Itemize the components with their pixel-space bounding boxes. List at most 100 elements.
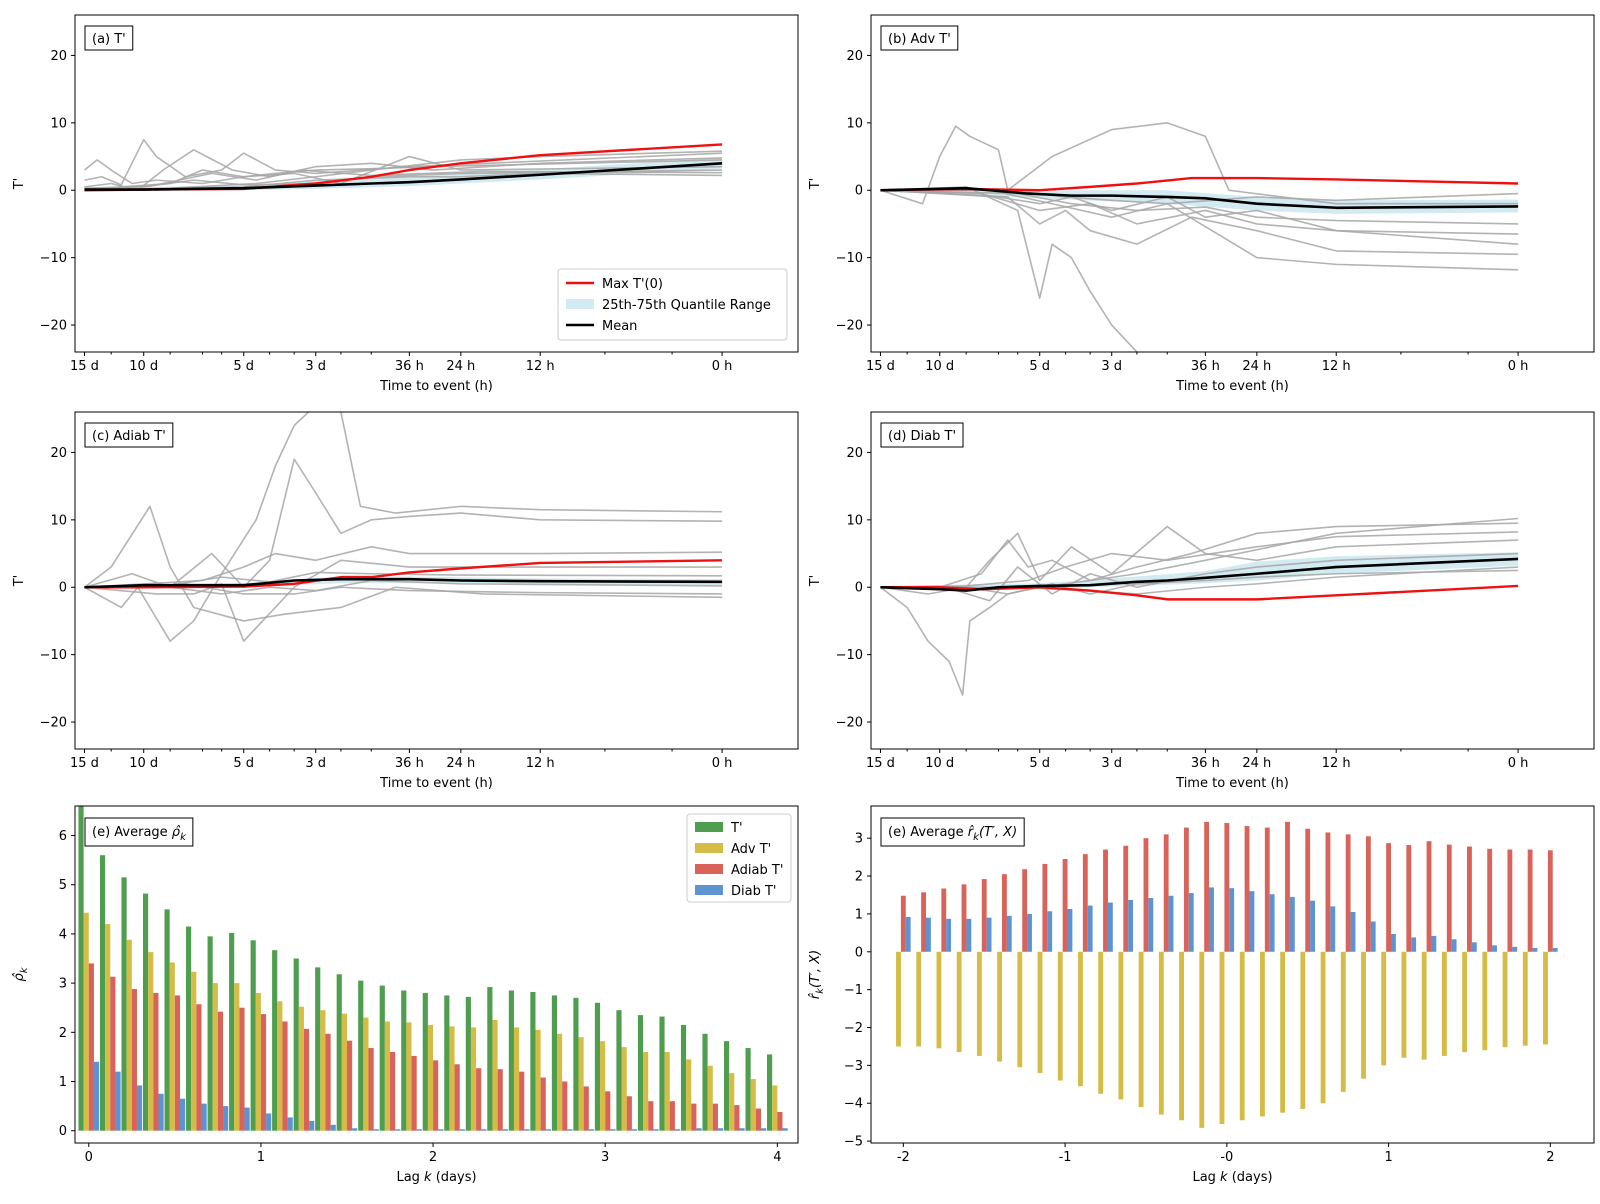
bar-adv — [513, 1027, 520, 1131]
x-tick-label: -1 — [1059, 1150, 1072, 1165]
y-axis-label: T' — [808, 575, 823, 588]
bar-diab — [966, 918, 972, 952]
bar-adv — [1300, 951, 1306, 1109]
x-tick-label: 0 h — [1508, 359, 1529, 374]
y-tick-label: −10 — [40, 251, 67, 266]
ensemble-line-2 — [84, 458, 723, 589]
bar-adiab — [346, 1040, 353, 1131]
bar-t — [121, 877, 127, 1131]
plot-area — [879, 517, 1519, 696]
axes-frame — [870, 14, 1595, 353]
bar-adiab — [239, 1007, 245, 1131]
bar-adiab — [777, 1112, 783, 1131]
bar-diab — [946, 918, 952, 952]
bar-adiab — [626, 1096, 632, 1131]
bar-adiab — [217, 1011, 224, 1131]
bar-adiab — [497, 1069, 503, 1131]
bar-adv — [916, 951, 922, 1047]
bar-adiab — [1123, 845, 1129, 952]
bar-adv — [1158, 951, 1164, 1115]
bar-diab — [1269, 894, 1275, 952]
bar-t — [487, 987, 493, 1131]
panel-label-box — [880, 422, 964, 448]
bar-diab — [588, 1129, 595, 1131]
ensemble-line-0 — [879, 517, 1519, 696]
y-tick-label: 1 — [59, 1075, 67, 1090]
x-tick-label: 12 h — [1322, 359, 1351, 374]
bar-t — [250, 940, 256, 1131]
y-tick-label: 6 — [59, 829, 67, 844]
legend-entry-label: 25th-75th Quantile Range — [602, 298, 771, 313]
bar-adv — [578, 1037, 584, 1131]
x-axis-label: Time to event (h) — [1175, 776, 1289, 791]
bar-adv — [976, 951, 982, 1056]
bar-adiab — [755, 1108, 761, 1131]
ensemble-line-5 — [880, 189, 1519, 225]
bar-adv — [1098, 951, 1104, 1094]
bar-diab — [782, 1128, 788, 1131]
ensemble-line-0 — [83, 505, 723, 622]
max-line — [84, 559, 723, 589]
bar-adv — [1057, 951, 1063, 1081]
ensemble-line-7 — [880, 189, 1519, 235]
y-tick-label: 10 — [50, 513, 67, 528]
y-tick-label: 10 — [846, 116, 863, 131]
bar-diab — [395, 1129, 401, 1131]
bar-adiab — [691, 1103, 697, 1131]
bar-t — [293, 958, 299, 1131]
bar-diab — [1391, 933, 1396, 952]
y-tick-label: −20 — [40, 716, 67, 731]
bar-adiab — [734, 1105, 740, 1131]
y-tick-label: −20 — [836, 716, 863, 731]
bar-diab — [481, 1129, 487, 1131]
bar-adv — [664, 1051, 670, 1131]
ensemble-line-7 — [84, 579, 723, 595]
x-tick-label: 3 d — [305, 359, 326, 374]
bar-t — [508, 990, 514, 1131]
bar-adv — [686, 1059, 692, 1131]
y-tick-label: 0 — [855, 945, 863, 960]
y-tick-label: −4 — [844, 1097, 863, 1112]
x-tick-label: 12 h — [1322, 756, 1351, 771]
bar-adv — [750, 1079, 756, 1131]
bar-adiab — [368, 1048, 374, 1131]
x-tick-label: 2 — [1546, 1150, 1554, 1165]
y-tick-label: 20 — [846, 446, 863, 461]
bar-diab — [1148, 898, 1154, 952]
bar-diab — [266, 1113, 272, 1131]
plot-area — [83, 138, 723, 192]
legend-entry-label: Max T'(0) — [602, 277, 663, 292]
legend-swatch-adiab — [695, 864, 723, 874]
bar-diab — [696, 1128, 702, 1131]
bar-t — [229, 932, 235, 1131]
bar-adv — [1543, 951, 1548, 1045]
x-tick-label: -0 — [1220, 1150, 1233, 1165]
y-axis-label: ρ̂k — [12, 966, 30, 981]
bar-adiab — [282, 1021, 288, 1131]
x-tick-label: 10 d — [129, 359, 158, 374]
bar-adv — [772, 1085, 778, 1131]
x-tick-label: 15 d — [866, 359, 895, 374]
bar-adiab — [605, 1091, 611, 1131]
bar-t — [551, 995, 557, 1131]
bar-adv — [1361, 951, 1366, 1079]
bar-t — [379, 985, 385, 1131]
bar-adv — [621, 1047, 627, 1131]
bar-diab — [416, 1129, 422, 1131]
bar-diab — [905, 916, 911, 952]
bar-t — [207, 936, 213, 1131]
bar-adiab — [303, 1028, 310, 1131]
bar-adv — [1462, 951, 1468, 1053]
ensemble-line-4 — [880, 569, 1519, 595]
legend-swatch-adv — [695, 843, 723, 853]
bar-adv — [449, 1026, 455, 1131]
bar-t — [659, 1016, 665, 1131]
panel-c-adiab-t-prime: −20 −10 0 10 20 15 d 10 d 5 d 3 d 36 h 24 h 12 h 0 h… — [12, 411, 799, 791]
panel-label: (b) Adv T' — [888, 32, 951, 47]
bar-adv — [1017, 951, 1023, 1068]
bar-adv — [255, 992, 261, 1131]
bar-diab — [309, 1120, 315, 1131]
x-tick-label: 0 h — [1508, 756, 1529, 771]
bar-diab — [459, 1129, 465, 1131]
x-tick-label: 1 — [1384, 1150, 1392, 1165]
